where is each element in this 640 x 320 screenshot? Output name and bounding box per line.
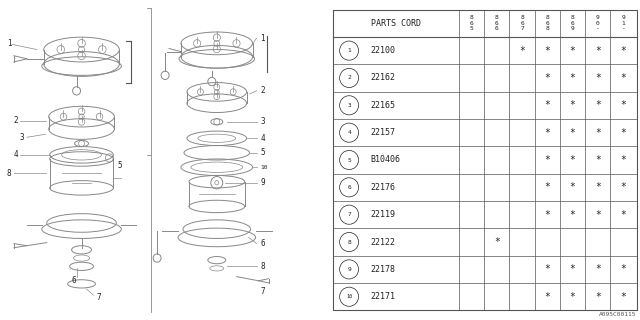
Text: 8: 8 — [571, 15, 574, 20]
Text: *: * — [570, 210, 575, 220]
Text: *: * — [621, 264, 627, 274]
Text: 3: 3 — [20, 133, 24, 142]
Text: 6: 6 — [72, 276, 76, 285]
Text: 4: 4 — [348, 130, 351, 135]
Text: 6: 6 — [495, 26, 499, 31]
Text: *: * — [621, 292, 627, 302]
Text: *: * — [595, 46, 601, 56]
Text: *: * — [595, 210, 601, 220]
Text: 22119: 22119 — [371, 210, 396, 219]
Text: *: * — [545, 210, 550, 220]
Text: *: * — [621, 100, 627, 110]
Text: 5: 5 — [348, 157, 351, 163]
Text: *: * — [570, 264, 575, 274]
Text: *: * — [595, 128, 601, 138]
Text: 7: 7 — [260, 287, 265, 296]
Text: *: * — [595, 73, 601, 83]
Text: 6: 6 — [545, 21, 549, 26]
Text: *: * — [494, 237, 500, 247]
Text: 7: 7 — [520, 26, 524, 31]
Text: *: * — [545, 73, 550, 83]
Text: *: * — [621, 182, 627, 192]
Text: 8: 8 — [7, 169, 12, 178]
Text: 5: 5 — [117, 161, 122, 170]
Text: 22171: 22171 — [371, 292, 396, 301]
Text: 8: 8 — [495, 15, 499, 20]
Text: *: * — [570, 155, 575, 165]
Text: 1: 1 — [621, 21, 625, 26]
Text: *: * — [570, 73, 575, 83]
Text: 10: 10 — [260, 165, 268, 170]
Text: *: * — [519, 46, 525, 56]
Text: 6: 6 — [520, 21, 524, 26]
Text: *: * — [621, 128, 627, 138]
Text: *: * — [595, 264, 601, 274]
Text: 22157: 22157 — [371, 128, 396, 137]
Text: 1: 1 — [7, 39, 12, 48]
Text: *: * — [595, 155, 601, 165]
Text: 3: 3 — [348, 103, 351, 108]
Text: A095C00115: A095C00115 — [599, 312, 637, 317]
Text: 5: 5 — [260, 148, 265, 157]
Text: *: * — [570, 46, 575, 56]
Text: *: * — [570, 100, 575, 110]
Text: B10406: B10406 — [371, 156, 401, 164]
Text: *: * — [595, 292, 601, 302]
Text: 5: 5 — [470, 26, 474, 31]
Text: 22162: 22162 — [371, 74, 396, 83]
Text: *: * — [570, 292, 575, 302]
Text: 6: 6 — [470, 21, 474, 26]
Text: 8: 8 — [348, 240, 351, 244]
Text: 22176: 22176 — [371, 183, 396, 192]
Text: *: * — [545, 264, 550, 274]
Text: 1: 1 — [348, 48, 351, 53]
Text: 6: 6 — [495, 21, 499, 26]
Text: PARTS CORD: PARTS CORD — [371, 19, 421, 28]
Text: 0: 0 — [596, 21, 600, 26]
Text: 9: 9 — [596, 15, 600, 20]
Text: *: * — [621, 73, 627, 83]
Text: *: * — [570, 128, 575, 138]
Text: -: - — [596, 26, 600, 31]
Text: 1: 1 — [260, 34, 265, 43]
Text: 2: 2 — [14, 116, 19, 125]
Text: 6: 6 — [571, 21, 574, 26]
Text: 3: 3 — [260, 117, 265, 126]
Text: 8: 8 — [520, 15, 524, 20]
Text: *: * — [621, 46, 627, 56]
Text: 7: 7 — [348, 212, 351, 217]
Text: *: * — [545, 128, 550, 138]
Text: 9: 9 — [348, 267, 351, 272]
Text: 10: 10 — [346, 294, 352, 299]
Text: 8: 8 — [260, 262, 265, 271]
Text: *: * — [545, 100, 550, 110]
Text: *: * — [545, 155, 550, 165]
Text: -: - — [621, 26, 625, 31]
Text: 2: 2 — [260, 86, 265, 95]
Text: 4: 4 — [14, 150, 19, 159]
Text: 8: 8 — [470, 15, 474, 20]
Text: 22100: 22100 — [371, 46, 396, 55]
Text: *: * — [545, 182, 550, 192]
Text: 7: 7 — [97, 293, 101, 302]
Text: *: * — [621, 210, 627, 220]
Text: *: * — [621, 155, 627, 165]
Text: *: * — [595, 182, 601, 192]
Text: *: * — [595, 100, 601, 110]
Text: 22122: 22122 — [371, 237, 396, 246]
Text: 4: 4 — [260, 134, 265, 143]
Text: 9: 9 — [621, 15, 625, 20]
Text: 9: 9 — [571, 26, 574, 31]
Text: 8: 8 — [545, 15, 549, 20]
Text: 6: 6 — [348, 185, 351, 190]
Text: 22165: 22165 — [371, 101, 396, 110]
Text: 8: 8 — [545, 26, 549, 31]
Text: *: * — [545, 292, 550, 302]
Text: 2: 2 — [348, 76, 351, 80]
Text: *: * — [570, 182, 575, 192]
Text: *: * — [545, 46, 550, 56]
Text: 6: 6 — [260, 239, 265, 248]
Text: 22178: 22178 — [371, 265, 396, 274]
Text: 9: 9 — [260, 178, 265, 187]
